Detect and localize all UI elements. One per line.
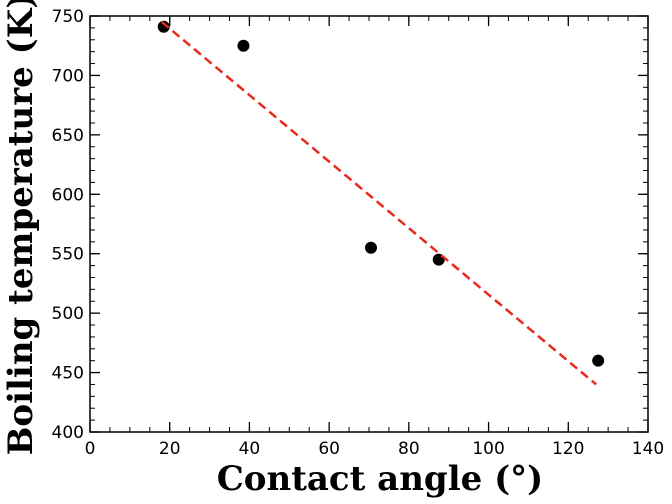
- y-tick-label: 400: [52, 423, 84, 443]
- x-tick-label: 0: [85, 439, 96, 459]
- data-point: [364, 241, 377, 254]
- data-point: [592, 354, 605, 367]
- data-point: [237, 39, 250, 52]
- fit-line: [160, 20, 597, 386]
- data-point: [157, 20, 170, 33]
- y-tick-label: 450: [52, 364, 84, 384]
- x-tick-label: 60: [318, 439, 340, 459]
- y-tick-label: 550: [52, 245, 84, 265]
- y-tick-label: 600: [52, 185, 84, 205]
- y-tick-label: 500: [52, 304, 84, 324]
- x-tick-label: 80: [398, 439, 420, 459]
- x-tick-label: 100: [472, 439, 504, 459]
- y-tick-label: 650: [52, 126, 84, 146]
- x-tick-label: 20: [159, 439, 181, 459]
- x-tick-label: 40: [239, 439, 261, 459]
- plot-frame: [89, 15, 649, 433]
- x-axis-label: Contact angle (°): [217, 459, 544, 499]
- x-tick-label: 120: [552, 439, 584, 459]
- y-tick-label: 700: [52, 66, 84, 86]
- y-tick-label: 750: [52, 7, 84, 27]
- y-axis-label: Boiling temperature (K): [1, 0, 41, 455]
- x-tick-label: 140: [632, 439, 664, 459]
